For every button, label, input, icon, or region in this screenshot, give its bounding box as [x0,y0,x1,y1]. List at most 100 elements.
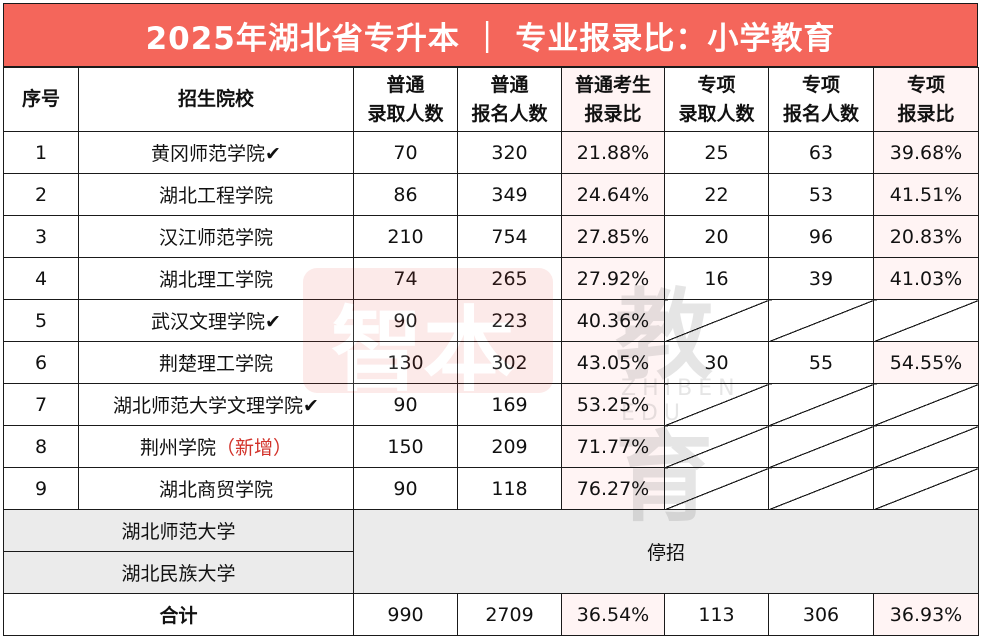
row-zx-ratio-empty [873,299,979,342]
row-school: 汉江师范学院 [78,215,354,258]
school-name: 荆楚理工学院 [158,353,273,375]
school-name: 湖北商贸学院 [158,479,273,501]
row-school: 荆州学院（新增） [78,425,354,468]
row-school: 湖北师范大学文理学院✔ [78,383,354,426]
row-pt-ratio: 24.64% [561,173,665,216]
row-no: 9 [3,467,79,510]
school-name: 湖北理工学院 [158,269,273,291]
row-no: 7 [3,383,79,426]
table-row: 7 湖北师范大学文理学院✔ 90 169 53.25% [3,383,979,426]
table-row: 1 黄冈师范学院✔ 70 320 21.88% 25 63 39.68% [3,131,979,174]
row-zx-ratio: 41.51% [873,173,979,216]
row-zx-admit: 22 [664,173,769,216]
row-zx-ratio: 39.68% [873,131,979,174]
row-zx-apply: 55 [768,341,874,384]
row-pt-apply: 223 [457,299,562,342]
row-pt-ratio: 27.92% [561,257,665,300]
row-zx-admit: 16 [664,257,769,300]
row-zx-admit-empty [664,467,769,510]
header-pt-ratio: 普通考生 报录比 [561,67,665,132]
checkmark-icon: ✔ [265,143,281,165]
row-zx-apply-empty [768,425,874,468]
row-zx-admit: 25 [664,131,769,174]
suspended-row: 湖北师范大学 停招 [3,509,979,594]
row-zx-ratio: 41.03% [873,257,979,300]
new-tag: （新增） [216,437,293,459]
row-no: 5 [3,299,79,342]
row-pt-admit: 86 [353,173,458,216]
row-pt-ratio: 40.36% [561,299,665,342]
total-pt-ratio: 36.54% [561,593,665,636]
row-zx-apply-empty [768,299,874,342]
row-zx-ratio-empty [873,425,979,468]
table-row: 5 武汉文理学院✔ 90 223 40.36% [3,299,979,342]
row-pt-ratio: 21.88% [561,131,665,174]
total-zx-ratio: 36.93% [873,593,979,636]
row-zx-admit-empty [664,299,769,342]
row-pt-ratio: 53.25% [561,383,665,426]
row-pt-admit: 90 [353,383,458,426]
total-zx-apply: 306 [768,593,874,636]
suspended-label: 停招 [353,509,979,594]
row-pt-admit: 70 [353,131,458,174]
school-name: 湖北师范大学文理学院 [113,395,304,417]
total-zx-admit: 113 [664,593,769,636]
checkmark-icon: ✔ [265,311,281,333]
row-no: 6 [3,341,79,384]
school-name: 黄冈师范学院 [151,143,266,165]
suspended-row: 湖北民族大学 [3,551,979,594]
row-no: 3 [3,215,79,258]
header-pt-apply: 普通 报名人数 [457,67,562,132]
header-zx-admit: 专项 录取人数 [664,67,769,132]
table-row: 3 汉江师范学院 210 754 27.85% 20 96 20.83% [3,215,979,258]
row-zx-apply-empty [768,383,874,426]
table-row: 2 湖北工程学院 86 349 24.64% 22 53 41.51% [3,173,979,216]
school-name: 湖北工程学院 [158,185,273,207]
row-school: 湖北工程学院 [78,173,354,216]
row-no: 8 [3,425,79,468]
row-pt-apply: 209 [457,425,562,468]
row-pt-apply: 302 [457,341,562,384]
row-zx-apply: 39 [768,257,874,300]
enrollment-ratio-sheet: 2025年湖北省专升本 ｜ 专业报录比：小学教育 序号 招生院校 普通 录取人数 … [3,3,979,638]
row-zx-admit: 20 [664,215,769,258]
table-row: 8 荆州学院（新增） 150 209 71.77% [3,425,979,468]
row-pt-apply: 118 [457,467,562,510]
header-pt-admit: 普通 录取人数 [353,67,458,132]
page-title: 2025年湖北省专升本 ｜ 专业报录比：小学教育 [3,3,978,67]
total-pt-admit: 990 [353,593,458,636]
school-name: 武汉文理学院 [151,311,266,333]
row-pt-admit: 90 [353,467,458,510]
row-pt-apply: 169 [457,383,562,426]
row-pt-ratio: 27.85% [561,215,665,258]
row-zx-ratio-empty [873,383,979,426]
row-pt-admit: 74 [353,257,458,300]
suspended-school: 湖北民族大学 [3,551,354,594]
row-zx-admit: 30 [664,341,769,384]
row-zx-ratio: 20.83% [873,215,979,258]
table-row: 6 荆楚理工学院 130 302 43.05% 30 55 54.55% [3,341,979,384]
school-name: 汉江师范学院 [158,227,273,249]
total-pt-apply: 2709 [457,593,562,636]
row-no: 4 [3,257,79,300]
header-row: 序号 招生院校 普通 录取人数 普通 报名人数 普通考生 报录比 专项 录取人数 专项报… [3,67,979,132]
row-zx-admit-empty [664,383,769,426]
row-pt-apply: 320 [457,131,562,174]
row-pt-apply: 754 [457,215,562,258]
row-zx-ratio-empty [873,467,979,510]
header-zx-apply: 专项 报名人数 [768,67,874,132]
row-no: 2 [3,173,79,216]
school-name: 荆州学院 [139,437,216,459]
row-zx-apply: 63 [768,131,874,174]
row-school: 湖北商贸学院 [78,467,354,510]
row-pt-admit: 130 [353,341,458,384]
row-zx-ratio: 54.55% [873,341,979,384]
total-label: 合计 [3,593,354,636]
row-pt-ratio: 43.05% [561,341,665,384]
row-pt-apply: 265 [457,257,562,300]
row-pt-ratio: 76.27% [561,467,665,510]
row-pt-admit: 90 [353,299,458,342]
checkmark-icon: ✔ [303,395,319,417]
row-zx-apply: 53 [768,173,874,216]
row-zx-apply-empty [768,467,874,510]
